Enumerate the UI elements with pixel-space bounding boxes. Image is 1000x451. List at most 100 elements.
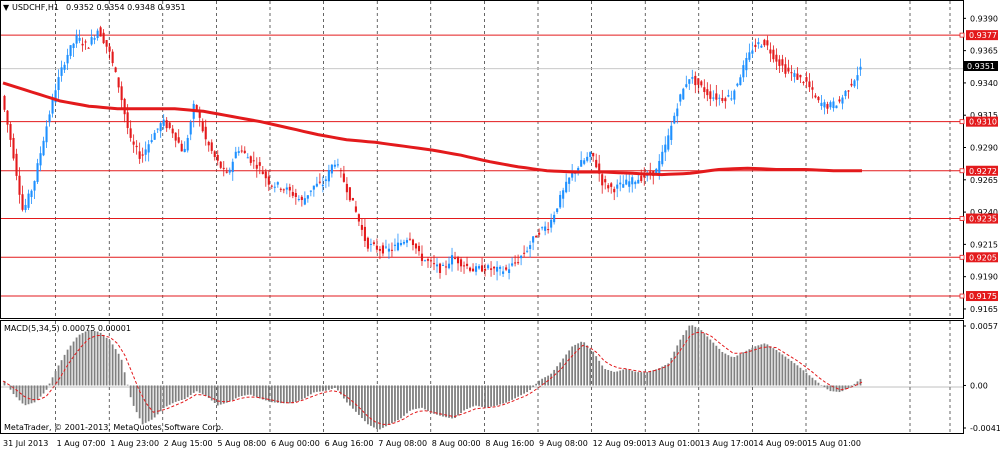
candle-body: [568, 177, 571, 184]
candle-body: [517, 262, 520, 264]
candle-body: [243, 150, 246, 154]
candle-body: [135, 145, 138, 148]
candle-body: [444, 266, 448, 268]
level-handle[interactable]: [959, 254, 965, 260]
candle-body: [682, 88, 685, 100]
candle-body: [784, 64, 787, 74]
candle-body: [405, 240, 409, 243]
candle-body: [282, 189, 285, 191]
candle-body: [487, 265, 490, 269]
candle-body: [141, 154, 144, 156]
time-label: 9 Aug 08:00: [539, 439, 588, 448]
candle-body: [553, 214, 556, 223]
candle-body: [189, 121, 192, 135]
candle-body: [126, 112, 129, 129]
candle-body: [381, 245, 384, 254]
candle-body: [219, 161, 222, 168]
candle-body: [471, 268, 475, 272]
candle-body: [132, 141, 135, 145]
candle-body: [147, 144, 150, 153]
price-tick-label: 0.9390: [970, 14, 998, 23]
time-label: 14 Aug 09:00: [753, 439, 807, 448]
time-label: 1 Aug 23:00: [110, 439, 159, 448]
candle-body: [372, 242, 375, 244]
candle-body: [721, 98, 724, 101]
candle-body: [231, 161, 234, 173]
candle-body: [21, 194, 24, 210]
candle-body: [718, 97, 721, 99]
candle-body: [213, 151, 216, 158]
candle-body: [631, 177, 634, 185]
candle-body: [297, 198, 300, 200]
candle-body: [228, 169, 231, 173]
candle-body: [72, 43, 75, 49]
candle-body: [438, 263, 442, 274]
candle-body: [643, 173, 646, 178]
candle-body: [24, 204, 27, 210]
candle-body: [57, 77, 60, 91]
candle-body: [670, 125, 673, 140]
candle-body: [453, 258, 457, 260]
current-price-label: 0.9351: [967, 62, 995, 71]
watermark: MetaTrader, © 2001-2013, MetaQuotes Soft…: [4, 423, 223, 432]
candle-body: [357, 214, 360, 222]
candle-body: [805, 77, 808, 82]
candle-body: [138, 151, 141, 159]
candle-body: [607, 185, 610, 189]
candle-body: [384, 246, 387, 248]
candle-body: [742, 65, 745, 78]
macd-tick-label: 0.0057: [970, 322, 998, 331]
macd-tick-label: 0.00: [970, 381, 988, 390]
horizontal-levels[interactable]: [1, 32, 965, 299]
candle-body: [255, 164, 258, 169]
candles: [3, 25, 862, 281]
candle-body: [414, 243, 418, 249]
candle-body: [435, 264, 439, 267]
moving-average-line: [2, 81, 862, 177]
candle-body: [267, 176, 270, 185]
candle-body: [204, 126, 207, 140]
price-panel-frame: [0, 0, 964, 319]
candle-body: [402, 241, 406, 244]
candle-body: [240, 150, 243, 152]
candle-body: [583, 160, 586, 164]
candle-body: [318, 181, 321, 183]
candle-body: [835, 105, 838, 109]
candle-body: [700, 81, 703, 86]
candle-body: [778, 59, 781, 66]
macd-panel-frame: [0, 320, 964, 434]
candle-body: [667, 135, 670, 150]
candle-body: [369, 243, 372, 245]
candle-body: [796, 73, 799, 80]
candle-body: [775, 54, 778, 62]
level-handle[interactable]: [959, 168, 965, 174]
candle-body: [694, 75, 697, 86]
candle-body: [520, 255, 523, 259]
level-handle[interactable]: [959, 293, 965, 299]
level-label: 0.9235: [969, 215, 997, 224]
candle-body: [285, 187, 288, 190]
candle-body: [426, 259, 430, 261]
dropdown-arrow-icon[interactable]: ▼: [3, 3, 10, 12]
time-axis: 31 Jul 2013 1 Aug 07:00 1 Aug 23:00 2 Aug 1…: [3, 439, 861, 448]
time-label: 8 Aug 16:00: [485, 439, 534, 448]
level-handle[interactable]: [959, 32, 965, 38]
candle-body: [526, 250, 529, 252]
price-tick-label: 0.9265: [970, 176, 998, 185]
candle-body: [655, 168, 658, 175]
candle-body: [544, 226, 547, 231]
candle-body: [541, 227, 544, 229]
level-label-box: [966, 252, 998, 263]
price-tick-label: 0.9290: [970, 144, 998, 153]
candle-body: [417, 245, 421, 252]
level-handle[interactable]: [959, 216, 965, 221]
candle-body: [75, 34, 78, 44]
time-label: 8 Aug 00:00: [432, 439, 481, 448]
candle-body: [264, 171, 267, 179]
candle-body: [261, 171, 264, 174]
level-handle[interactable]: [959, 119, 965, 125]
candle-body: [505, 267, 508, 270]
candle-body: [18, 175, 21, 195]
candle-body: [312, 185, 315, 190]
